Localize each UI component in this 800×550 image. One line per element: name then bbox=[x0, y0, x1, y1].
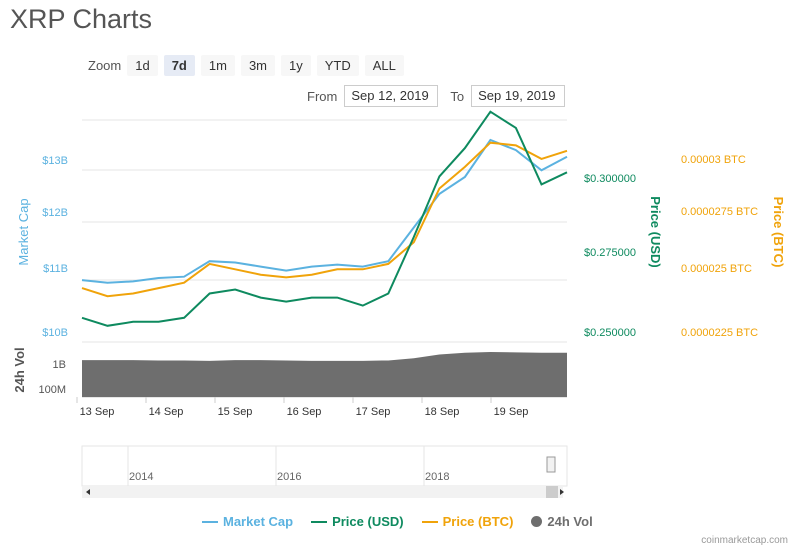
zoom-3m-button[interactable]: 3m bbox=[240, 54, 275, 76]
market-cap-line bbox=[81, 138, 568, 284]
volume-axis-title: 24h Vol bbox=[12, 347, 27, 392]
legend-volume-swatch bbox=[531, 516, 543, 527]
x-tick-label: 14 Sep bbox=[149, 406, 184, 418]
legend-price-btc[interactable]: Price (BTC) bbox=[421, 514, 514, 529]
to-label: To bbox=[450, 88, 465, 104]
zoom-7d-button[interactable]: 7d bbox=[163, 54, 195, 76]
zoom-1m-button[interactable]: 1m bbox=[200, 54, 235, 76]
legend-market-cap-label: Market Cap bbox=[223, 514, 294, 529]
zoom-label: Zoom bbox=[88, 57, 122, 73]
volume-area bbox=[82, 351, 567, 397]
legend-market-cap[interactable]: Market Cap bbox=[202, 514, 293, 529]
market-cap-tick: $13B bbox=[42, 155, 68, 167]
navigator-scrollbar-track bbox=[82, 486, 563, 498]
price-btc-tick: 0.00003 BTC bbox=[681, 154, 746, 166]
legend-volume[interactable]: 24h Vol bbox=[531, 514, 593, 529]
navigator-box bbox=[81, 445, 568, 487]
x-tick-label: 13 Sep bbox=[80, 406, 115, 418]
navigator-handle bbox=[546, 456, 556, 473]
price-usd-tick: $0.275000 bbox=[584, 247, 636, 259]
price-usd-line bbox=[81, 110, 568, 327]
legend-volume-label: 24h Vol bbox=[547, 514, 593, 529]
zoom-controls: Zoom 1d 7d 1m 3m 1y YTD ALL bbox=[88, 54, 410, 76]
legend-price-btc-swatch bbox=[421, 520, 438, 523]
market-cap-axis-title: Market Cap bbox=[16, 198, 31, 265]
x-tick-label: 15 Sep bbox=[218, 406, 253, 418]
market-cap-tick: $12B bbox=[42, 207, 68, 219]
market-cap-tick: $11B bbox=[43, 263, 68, 275]
price-btc-tick: 0.000025 BTC bbox=[681, 263, 752, 275]
x-tick-label: 19 Sep bbox=[494, 406, 529, 418]
zoom-ytd-button[interactable]: YTD bbox=[316, 54, 359, 76]
legend-price-usd-swatch bbox=[311, 520, 328, 523]
price-chart[interactable]: 13 Sep 14 Sep 15 Sep 16 Sep 17 Sep 18 Sep 19 S… bbox=[0, 0, 800, 510]
from-label: From bbox=[307, 88, 338, 104]
x-tick-label: 16 Sep bbox=[287, 406, 322, 418]
market-cap-tick: $10B bbox=[42, 327, 68, 339]
price-usd-axis-title: Price (USD) bbox=[648, 196, 663, 268]
price-btc-line bbox=[81, 141, 568, 298]
x-tick-label: 17 Sep bbox=[356, 406, 391, 418]
price-usd-tick: $0.250000 bbox=[584, 327, 636, 339]
navigator-year-label: 2018 bbox=[425, 471, 449, 483]
legend-market-cap-swatch bbox=[202, 520, 218, 523]
price-btc-tick: 0.0000225 BTC bbox=[681, 327, 758, 339]
price-usd-tick: $0.300000 bbox=[584, 173, 636, 185]
price-btc-axis-title: Price (BTC) bbox=[771, 197, 786, 268]
navigator-scrollbar-thumb bbox=[546, 486, 558, 498]
navigator-year-label: 2014 bbox=[129, 471, 153, 483]
legend-price-usd[interactable]: Price (USD) bbox=[311, 514, 404, 529]
volume-tick: 100M bbox=[38, 384, 66, 396]
x-tick-label: 18 Sep bbox=[425, 406, 460, 418]
legend-price-btc-label: Price (BTC) bbox=[442, 514, 514, 529]
navigator-year-label: 2016 bbox=[277, 471, 301, 483]
zoom-1d-button[interactable]: 1d bbox=[127, 54, 158, 76]
scroll-right-icon bbox=[560, 489, 564, 495]
volume-tick: 1B bbox=[53, 359, 66, 371]
date-range: From Sep 12, 2019 To Sep 19, 2019 bbox=[307, 85, 577, 107]
price-btc-tick: 0.0000275 BTC bbox=[681, 206, 758, 218]
zoom-1y-button[interactable]: 1y bbox=[281, 54, 311, 76]
to-date-input[interactable]: Sep 19, 2019 bbox=[471, 85, 566, 107]
zoom-all-button[interactable]: ALL bbox=[364, 54, 404, 76]
scroll-left-icon bbox=[86, 489, 90, 495]
legend-price-usd-label: Price (USD) bbox=[332, 514, 404, 529]
credits-link[interactable]: coinmarketcap.com bbox=[701, 535, 788, 546]
chart-legend: Market Cap Price (USD) Price (BTC) 24h V… bbox=[202, 514, 611, 529]
page-title: XRP Charts bbox=[10, 4, 153, 34]
from-date-input[interactable]: Sep 12, 2019 bbox=[344, 85, 439, 107]
